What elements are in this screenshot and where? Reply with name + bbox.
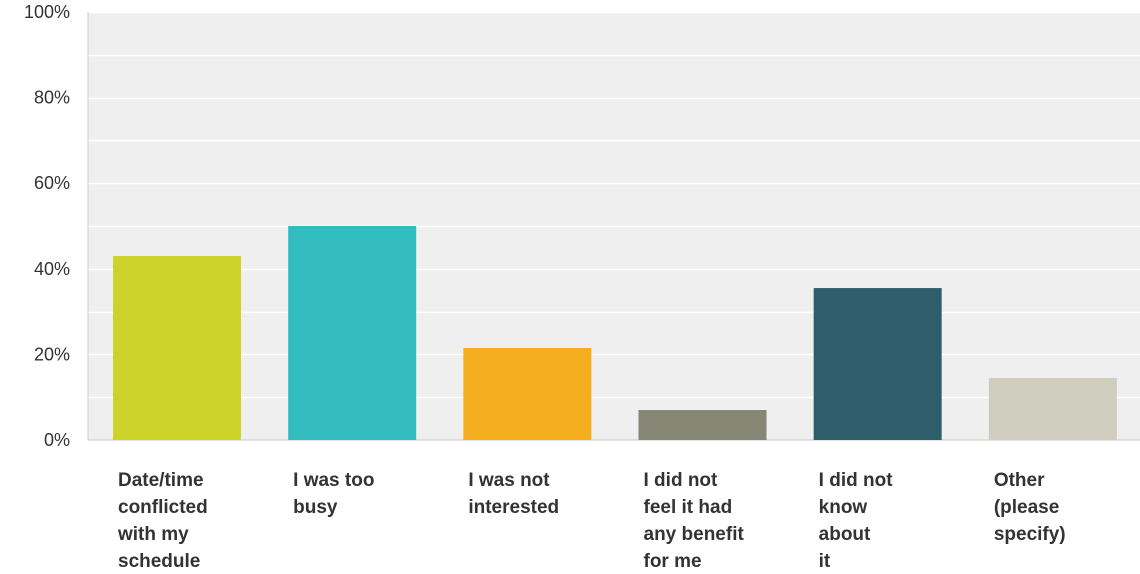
y-tick-label: 40% [34, 259, 70, 279]
bar [638, 410, 767, 440]
x-tick-label: I did not feel it had any benefit for me [644, 470, 745, 572]
x-tick-label-line: Date/time [118, 470, 204, 491]
y-axis-ticks: 0% 20% 40% 60% 80% 100% [24, 2, 70, 450]
x-tick-label-line: any benefit [644, 524, 745, 545]
x-tick-label-line: it [819, 551, 831, 572]
x-tick-label: I was too busy [293, 470, 374, 518]
x-tick-label-line: I was too [293, 470, 374, 491]
y-tick-label: 80% [34, 88, 70, 108]
x-tick-label-line: I was not [468, 470, 550, 491]
x-tick-label-line: feel it had [644, 497, 733, 518]
x-tick-label-line: with my [117, 524, 189, 545]
bar [288, 226, 417, 440]
y-tick-label: 60% [34, 173, 70, 193]
x-tick-label-line: I did not [644, 470, 719, 491]
y-tick-label: 20% [34, 344, 70, 364]
x-tick-label-line: about [819, 524, 871, 545]
y-tick-label: 0% [44, 430, 70, 450]
x-tick-label-line: know [819, 497, 868, 518]
bars [113, 226, 1117, 440]
gridlines [88, 11, 1140, 399]
x-tick-label: I did not know about it [819, 470, 894, 572]
x-tick-label: I was not interested [468, 470, 559, 518]
x-tick-label-line: schedule [118, 551, 200, 572]
x-tick-label-line: specify) [994, 524, 1066, 545]
bar [113, 255, 241, 440]
bar [813, 288, 942, 440]
x-tick-label: Date/time conflicted with my schedule [117, 470, 208, 572]
bar [463, 347, 592, 440]
bar [988, 377, 1117, 440]
x-axis-labels: Date/time conflicted with my schedule I was … [117, 470, 1066, 572]
x-tick-label-line: conflicted [118, 497, 208, 518]
x-tick-label-line: I did not [819, 470, 894, 491]
x-tick-label: Other (please specify) [994, 470, 1066, 545]
x-tick-label-line: busy [293, 497, 338, 518]
x-tick-label-line: for me [644, 551, 702, 572]
x-tick-label-line: (please [994, 497, 1059, 518]
y-tick-label: 100% [24, 2, 70, 22]
x-tick-label-line: interested [468, 497, 559, 518]
x-tick-label-line: Other [994, 470, 1045, 491]
